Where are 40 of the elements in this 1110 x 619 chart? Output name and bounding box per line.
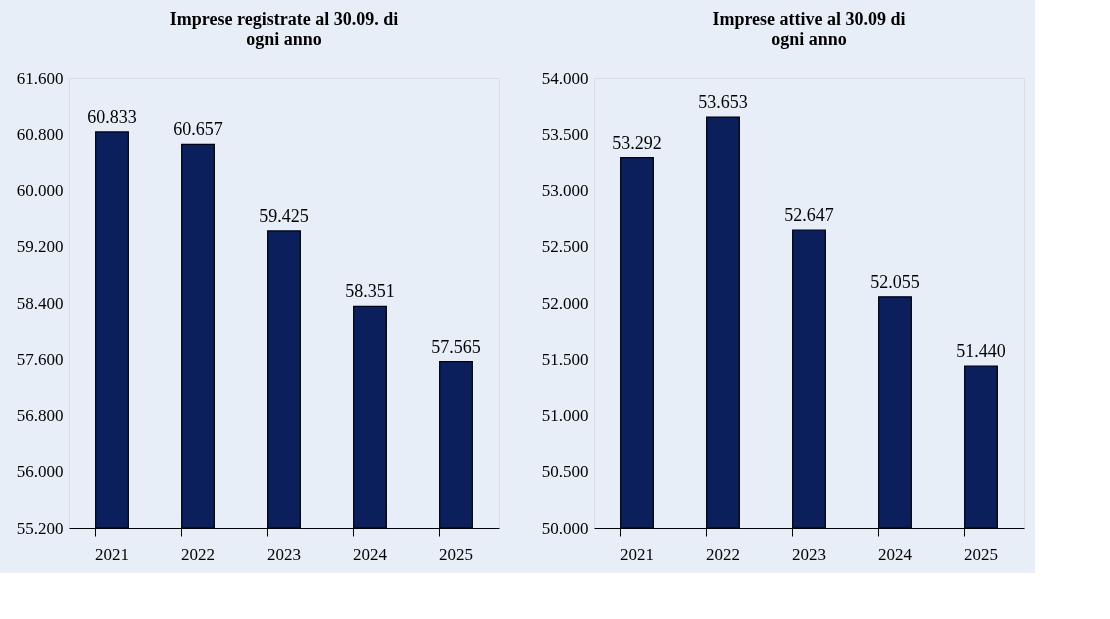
y-tick-label: 53.500 xyxy=(541,124,589,144)
text: 52.647 xyxy=(784,205,834,226)
x-tick-label: 2024 xyxy=(353,544,388,564)
text: 60.833 xyxy=(87,106,137,127)
y-tick-label: 56.800 xyxy=(16,406,64,425)
x-tick-label: 2021 xyxy=(95,544,129,564)
y-tick-label: 60.800 xyxy=(16,124,64,144)
chart-title: Imprese attive al 30.09 di ogni anno xyxy=(712,9,906,49)
x-tick-label: 2022 xyxy=(181,544,215,564)
text: 53.653 xyxy=(698,92,748,113)
y-tick-label: 59.200 xyxy=(16,237,64,257)
y-tick-label: 50.000 xyxy=(541,518,589,538)
y-tick-label: 50.500 xyxy=(541,462,589,482)
y-tick-label: 53.000 xyxy=(541,181,589,200)
x-tick-label: 2024 xyxy=(878,544,913,564)
y-tick-label: 51.000 xyxy=(541,406,589,425)
y-tick-label: 56.000 xyxy=(16,462,64,482)
x-tick-label: 2025 xyxy=(439,544,473,564)
y-tick-label: 61.600 xyxy=(16,68,64,88)
chart-title: Imprese registrate al 30.09. di ogni anno xyxy=(169,9,399,49)
x-tick-label: 2025 xyxy=(964,544,998,564)
text: 57.565 xyxy=(431,336,481,357)
y-tick-label: 57.600 xyxy=(16,349,64,369)
text: 59.425 xyxy=(259,205,309,226)
y-tick-label: 52.500 xyxy=(541,237,589,257)
y-tick-label: 55.200 xyxy=(16,518,64,538)
y-tick-label: 52.000 xyxy=(541,293,589,313)
y-tick-label: 54.000 xyxy=(541,68,589,88)
x-tick-label: 2021 xyxy=(620,544,654,564)
y-tick-label: 51.500 xyxy=(541,349,589,369)
text: 51.440 xyxy=(956,341,1006,361)
x-tick-label: 2023 xyxy=(792,544,826,564)
x-tick-label: 2022 xyxy=(706,544,740,564)
text: 58.351 xyxy=(345,281,395,302)
y-tick-label: 58.400 xyxy=(16,293,64,313)
text: 53.292 xyxy=(612,132,662,153)
text: 52.055 xyxy=(870,271,920,292)
y-tick-label: 60.000 xyxy=(16,181,64,200)
text: 60.657 xyxy=(173,119,223,140)
x-tick-label: 2023 xyxy=(267,544,301,564)
